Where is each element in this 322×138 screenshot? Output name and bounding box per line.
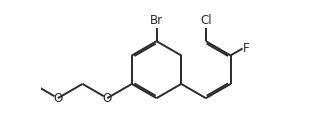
Text: O: O [53,92,62,105]
Text: Br: Br [150,14,163,27]
Text: Cl: Cl [200,14,212,27]
Text: F: F [243,42,250,55]
Text: O: O [102,92,112,105]
